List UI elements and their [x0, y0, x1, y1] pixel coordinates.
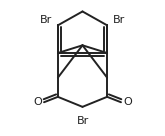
- Text: O: O: [33, 97, 42, 107]
- Text: Br: Br: [113, 15, 126, 25]
- Text: Br: Br: [76, 116, 89, 126]
- Text: Br: Br: [39, 15, 52, 25]
- Text: O: O: [123, 97, 132, 107]
